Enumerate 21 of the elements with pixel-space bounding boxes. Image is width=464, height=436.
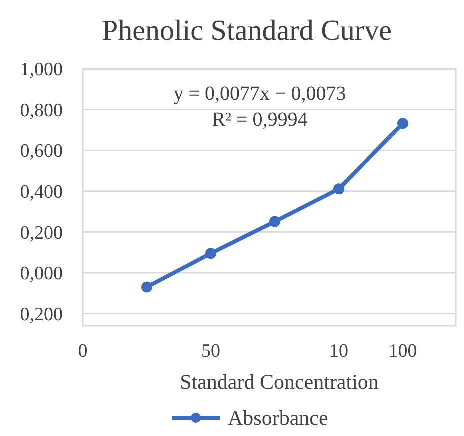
y-tick-label: 0,600 [20, 141, 63, 162]
y-tick-label: 1,000 [20, 60, 63, 81]
chart-title: Phenolic Standard Curve [102, 15, 392, 47]
x-tick-label: 100 [388, 341, 418, 362]
y-tick-label: 0,200 [20, 222, 63, 244]
x-tick-label: 10 [330, 341, 348, 362]
x-axis-title: Standard Concentration [180, 370, 380, 394]
annotation: y = 0,0077x − 0,0073 [174, 83, 346, 105]
y-tick-label: 0,400 [20, 182, 63, 204]
x-tick-label: 0 [78, 341, 88, 362]
point [142, 282, 152, 293]
legend-label: Absorbance [228, 406, 328, 430]
y-tick-label: 0,200 [20, 304, 63, 326]
annotation: R² = 0,9994 [212, 109, 308, 131]
x-tick-label: 50 [202, 341, 220, 362]
point [206, 248, 216, 260]
point [334, 184, 344, 195]
point [398, 118, 408, 130]
point [270, 216, 280, 228]
y-tick-label: 0,000 [20, 264, 63, 285]
y-tick-label: 0,800 [20, 100, 63, 122]
